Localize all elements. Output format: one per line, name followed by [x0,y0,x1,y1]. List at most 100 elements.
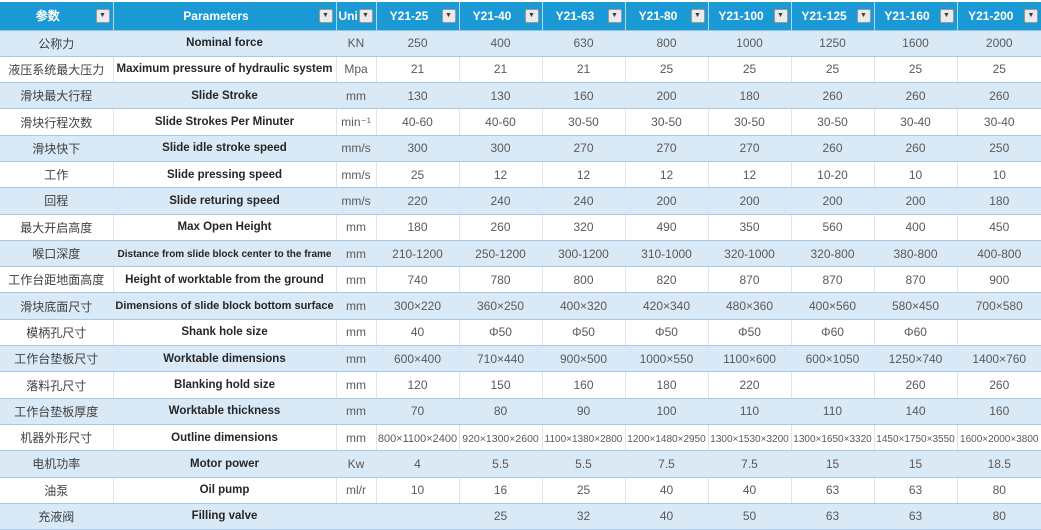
unit-cell: mm [336,292,377,320]
value-cell [791,371,875,399]
filter-dropdown-button[interactable]: ▼ [773,8,788,23]
value-cell: 180 [625,371,709,399]
value-cell-text: 400 [905,220,926,235]
value-cell: 200 [625,82,709,110]
value-cell-text: 10-20 [817,167,848,182]
value-cell-text: 180 [739,88,760,103]
value-cell: 320-800 [791,240,875,268]
value-cell: 1600×2000×3800 [957,424,1041,452]
filter-dropdown-button[interactable]: ▼ [95,8,110,23]
param-name-zh-cell-text: 最大开启高度 [20,220,93,235]
value-cell: 200 [874,187,958,215]
filter-dropdown-button[interactable]: ▼ [690,8,705,23]
unit-cell: mm [336,345,377,373]
value-cell: 30-50 [791,108,875,136]
value-cell-text: 18.5 [987,456,1011,471]
filter-dropdown-button[interactable]: ▼ [939,8,954,23]
value-cell: 1000 [708,30,792,57]
param-name-en-cell: Max Open Height [113,214,337,241]
value-cell: 260 [459,214,543,241]
value-cell: 30-40 [874,108,958,136]
value-cell: 200 [791,187,875,215]
value-cell-text: 350 [739,220,760,235]
filter-dropdown-button[interactable]: ▼ [856,8,871,23]
value-cell: 50 [708,503,792,530]
value-cell: 740 [376,266,460,294]
param-name-en-cell: Filling valve [113,503,337,530]
value-cell: 380-800 [874,240,958,268]
value-cell-text: 1300×1530×3200 [710,433,789,445]
param-name-en-cell: Slide returing speed [113,187,337,215]
value-cell: 40-60 [459,108,543,136]
param-name-zh-cell: 滑块快下 [0,135,114,162]
value-cell: 260 [874,371,958,399]
value-cell-text: 400×560 [808,299,857,314]
value-cell: 40-60 [376,108,460,136]
value-cell-text: 400×320 [559,299,608,314]
unit-cell-text: mm [346,246,366,261]
value-cell-text: 90 [576,404,591,419]
value-cell-text: 200 [656,88,677,103]
filter-dropdown-button[interactable]: ▼ [358,8,373,23]
param-name-zh-cell: 滑块底面尺寸 [0,292,114,320]
param-name-en-cell: Oil pump [113,477,337,504]
filter-dropdown-icon: ▼ [1027,12,1035,20]
value-cell: 10 [376,477,460,504]
value-cell-text: 180 [989,193,1010,208]
value-cell: 5.5 [459,450,543,478]
value-cell-text: 63 [825,509,840,524]
param-name-en-cell-text: Slide Stroke [191,89,258,102]
unit-cell: min⁻¹ [336,108,377,136]
unit-cell-text: mm [346,378,366,392]
filter-dropdown-icon: ▼ [445,12,452,20]
value-cell-text: 130 [407,88,428,103]
column-header-label: Parameters [183,8,249,23]
value-cell-text: 360×250 [476,299,525,314]
table-row: 工作台垫板厚度 Worktable thickness mm 70 80 90 100 110… [0,398,1041,425]
param-name-en-cell: Worktable thickness [113,398,337,425]
unit-cell-text: Mpa [344,62,368,77]
value-cell-text: 80 [992,483,1006,498]
value-cell [957,319,1041,347]
param-name-en-cell: Height of worktable from the ground [113,266,337,294]
value-cell-text: 420×340 [642,299,691,314]
value-cell-text: 600×1050 [805,351,860,366]
value-cell: 180 [376,214,460,241]
value-cell-text: Φ60 [904,325,927,340]
value-cell-text: 700×580 [975,299,1023,314]
value-cell: 260 [791,82,875,110]
unit-cell: mm/s [336,161,377,189]
param-name-zh-cell-text: 回程 [44,194,69,209]
value-cell-text: 820 [656,272,677,287]
filter-dropdown-button[interactable]: ▼ [1024,8,1038,23]
value-cell: 160 [542,82,626,110]
column-header-label: Y21-160 [884,8,930,23]
param-name-en-cell: Blanking hold size [113,371,337,399]
unit-cell: mm [336,424,377,452]
value-cell-text: 630 [573,36,594,51]
value-cell-text: 30-50 [817,115,848,130]
value-cell: 800×1100×2400 [376,424,460,452]
value-cell-text: 800 [656,36,677,51]
value-cell-text: 270 [573,141,594,156]
value-cell-text: 25 [576,483,591,498]
value-cell: 30-40 [957,108,1041,136]
filter-dropdown-button[interactable]: ▼ [607,8,622,23]
column-header-unit: Unit ▼ [336,2,377,31]
value-cell-text: 30-50 [651,115,682,130]
value-cell: 900×500 [542,345,626,373]
value-cell-text: 130 [490,88,511,103]
filter-dropdown-button[interactable]: ▼ [441,8,456,23]
param-name-zh-cell-text: 滑块行程次数 [20,115,93,130]
filter-dropdown-button[interactable]: ▼ [318,8,333,23]
filter-dropdown-icon: ▼ [943,12,950,20]
unit-cell-text: mm [346,430,366,445]
value-cell-text: 260 [905,88,926,103]
unit-cell [336,503,377,530]
value-cell-text: 1450×1750×3550 [876,433,955,445]
column-header-m40: Y21-40 ▼ [459,2,543,31]
filter-dropdown-button[interactable]: ▼ [524,8,539,23]
unit-cell-text: mm [346,299,366,314]
value-cell: 10-20 [791,161,875,189]
value-cell: 310-1000 [625,240,709,268]
